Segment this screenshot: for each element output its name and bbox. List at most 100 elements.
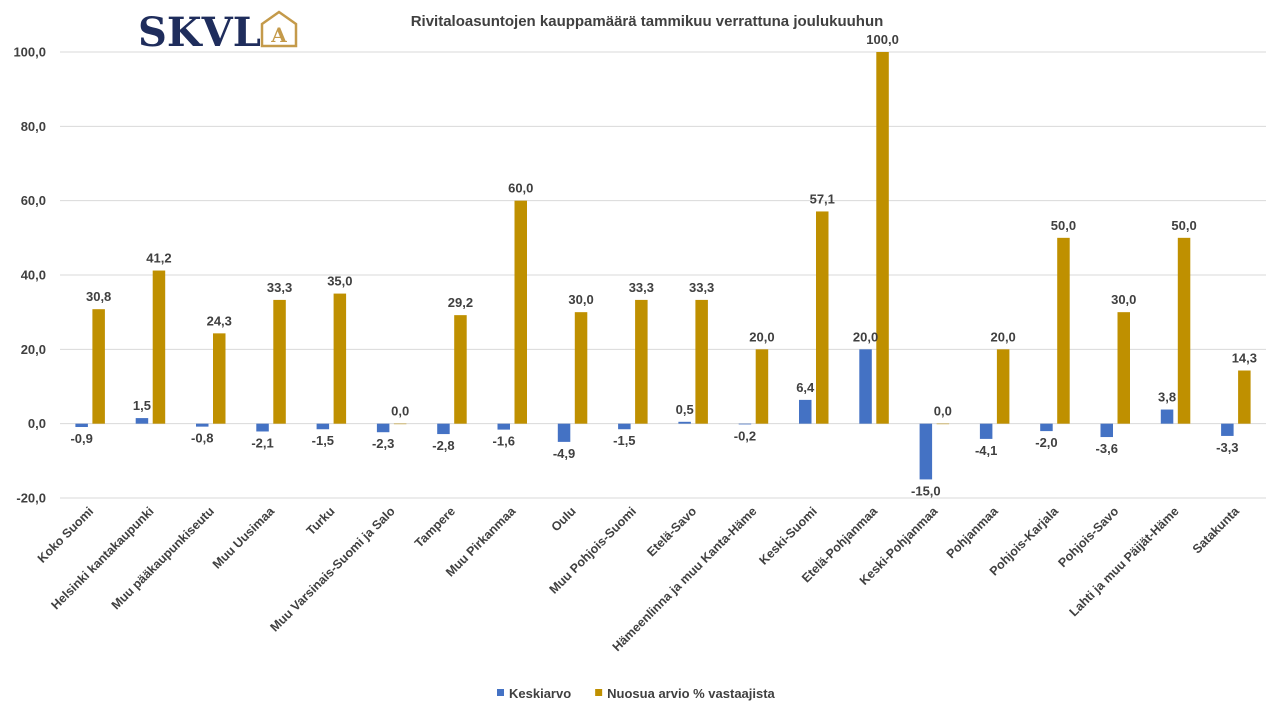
y-tick-label: -20,0 <box>16 491 46 506</box>
data-label: -2,1 <box>251 435 273 450</box>
data-label: -2,3 <box>372 436 394 451</box>
data-label: 0,5 <box>676 402 694 417</box>
data-label: 0,0 <box>391 404 409 419</box>
data-label: -0,9 <box>70 431 92 446</box>
bar <box>454 315 467 424</box>
y-tick-label: 40,0 <box>21 268 46 283</box>
x-tick-label: Tampere <box>412 504 458 550</box>
logo: SKVL A <box>138 9 298 56</box>
bar <box>273 299 286 424</box>
y-tick-label: 100,0 <box>13 45 46 60</box>
data-label: 33,3 <box>267 280 292 295</box>
bar <box>393 423 407 425</box>
bar <box>256 423 269 432</box>
legend-swatch <box>497 689 504 696</box>
x-tick-label: Keski-Suomi <box>756 504 819 567</box>
data-label: -2,8 <box>432 438 454 453</box>
data-label: -2,0 <box>1035 435 1057 450</box>
bar <box>919 423 933 480</box>
bar <box>755 349 769 424</box>
bar <box>738 423 752 425</box>
bar <box>75 423 88 428</box>
bar <box>92 309 105 424</box>
bar <box>333 293 347 424</box>
data-label: -0,2 <box>734 428 756 443</box>
x-tick-label: Satakunta <box>1190 503 1243 556</box>
data-label: -1,6 <box>493 434 515 449</box>
bar <box>376 423 390 433</box>
bar <box>1040 423 1053 432</box>
x-tick-label: Turku <box>304 504 338 538</box>
data-label: 50,0 <box>1171 218 1196 233</box>
data-label: 1,5 <box>133 398 151 413</box>
data-label: 50,0 <box>1051 218 1076 233</box>
chart-title: Rivitaloasuntojen kauppamäärä tammikuu v… <box>411 13 884 30</box>
data-label: 0,0 <box>934 404 952 419</box>
x-tick-label: Koko Suomi <box>35 504 96 565</box>
data-label: 3,8 <box>1158 390 1176 405</box>
y-axis: -20,0 0,0 20,0 40,0 60,0 80,0 100,0 <box>13 45 46 506</box>
data-label: -4,9 <box>553 446 575 461</box>
bar <box>979 423 993 439</box>
bar <box>618 423 631 430</box>
bar <box>196 423 209 427</box>
y-tick-label: 20,0 <box>21 342 46 357</box>
data-label: 30,0 <box>1111 292 1136 307</box>
x-tick-label: Muu Varsinais-Suomi ja Salo <box>268 504 398 634</box>
data-label: -1,5 <box>312 433 334 448</box>
data-label: 20,0 <box>990 329 1015 344</box>
data-label: 57,1 <box>810 191 835 206</box>
y-tick-label: 0,0 <box>28 416 46 431</box>
legend: Keskiarvo Nuosua arvio % vastaajista <box>497 686 776 701</box>
logo-text: SKVL <box>138 9 261 56</box>
y-tick-label: 80,0 <box>21 119 46 134</box>
y-tick-label: 60,0 <box>21 193 46 208</box>
bar <box>514 200 527 424</box>
x-tick-label: Pohjois-Savo <box>1055 504 1121 570</box>
bars <box>75 52 1251 480</box>
grid <box>60 51 1266 499</box>
data-label: 6,4 <box>796 380 815 395</box>
x-tick-label: Muu pääkaupunkiseutu <box>109 504 217 612</box>
bar <box>1100 423 1113 438</box>
bar <box>574 312 588 424</box>
logo-house-icon: A <box>260 10 298 48</box>
data-label: 20,0 <box>853 329 878 344</box>
data-label: -3,6 <box>1096 441 1118 456</box>
bar <box>1057 237 1070 424</box>
bar <box>936 423 950 425</box>
x-tick-label: Oulu <box>549 504 579 534</box>
bar <box>213 333 226 424</box>
bar <box>695 299 708 424</box>
data-label: -4,1 <box>975 443 997 458</box>
bar <box>678 421 691 424</box>
bar <box>816 211 829 424</box>
data-label: 30,8 <box>86 289 111 304</box>
legend-swatch <box>595 689 603 696</box>
data-label: 33,3 <box>629 280 654 295</box>
bar <box>1238 370 1251 424</box>
legend-label: Nuosua arvio % vastaajista <box>607 686 775 701</box>
data-label: 14,3 <box>1232 351 1257 366</box>
data-label: 20,0 <box>749 329 774 344</box>
bar <box>1177 237 1191 424</box>
data-label: 29,2 <box>448 295 473 310</box>
bar <box>437 423 450 435</box>
data-label: -1,5 <box>613 433 635 448</box>
data-label: 35,0 <box>327 274 352 289</box>
data-label: -0,8 <box>191 431 213 446</box>
bar <box>316 423 330 430</box>
data-label: 41,2 <box>146 251 171 266</box>
data-label: 60,0 <box>508 181 533 196</box>
bar <box>996 349 1010 424</box>
bar <box>876 52 889 424</box>
bar <box>152 270 166 424</box>
x-tick-label: Helsinki kantakaupunki <box>48 504 156 612</box>
logo-letter: A <box>270 23 287 47</box>
bar <box>135 418 149 424</box>
data-label: -3,3 <box>1216 440 1238 455</box>
data-label: 100,0 <box>866 32 899 47</box>
bar <box>859 349 872 424</box>
